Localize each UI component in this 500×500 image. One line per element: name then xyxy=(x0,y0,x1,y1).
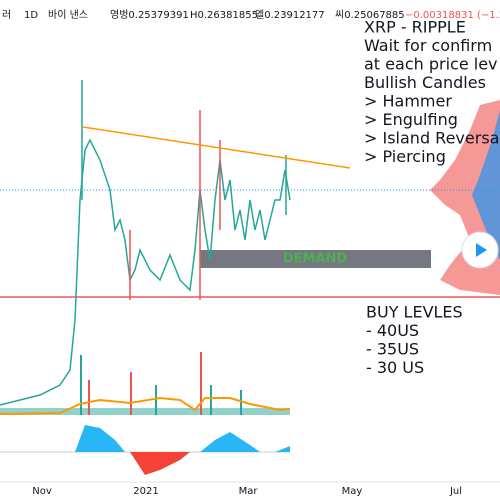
low: 엘0.23912177 xyxy=(255,8,325,21)
x-axis-label: Nov xyxy=(32,486,52,497)
oscillator xyxy=(0,425,290,475)
annotation-line: > Island Reversal xyxy=(364,129,500,148)
high: H0.26381855 xyxy=(190,10,258,21)
annotation-line: > Engulfing xyxy=(364,110,458,129)
annotation-line: > Piercing xyxy=(364,147,446,166)
change: −0.00318831 (−1.26 %) xyxy=(405,10,500,21)
demand-zone xyxy=(200,250,431,268)
play-icon xyxy=(476,243,487,257)
open: 영벙0.25379391 xyxy=(110,9,189,21)
x-axis-label: Jul xyxy=(449,486,462,497)
trend-line xyxy=(82,126,351,169)
annotation-line: Bullish Candles xyxy=(364,73,486,92)
price-candles xyxy=(0,80,291,406)
x-axis-label: 2021 xyxy=(133,486,158,497)
buy-level-line: - 35US xyxy=(366,340,419,359)
buy-level-line: - 30 US xyxy=(366,358,424,377)
x-axis-label: Mar xyxy=(239,486,259,497)
exchange: 바이 낸스 xyxy=(48,9,88,21)
demand-label: DEMAND xyxy=(283,252,348,267)
volume xyxy=(0,352,291,415)
annotation-line: XRP - RIPPLE xyxy=(364,18,466,37)
interval: 1D xyxy=(24,10,38,21)
x-axis-label: May xyxy=(342,486,363,497)
symbol: 러 xyxy=(2,9,11,21)
annotation-line: > Hammer xyxy=(364,92,452,111)
buy-level-line: BUY LEVLES xyxy=(366,303,463,322)
annotation-line: at each price lev xyxy=(364,55,498,74)
annotation-line: Wait for confirm xyxy=(364,36,492,55)
close: 씨0.25067885 xyxy=(335,9,405,21)
buy-level-line: - 40US xyxy=(366,321,419,340)
